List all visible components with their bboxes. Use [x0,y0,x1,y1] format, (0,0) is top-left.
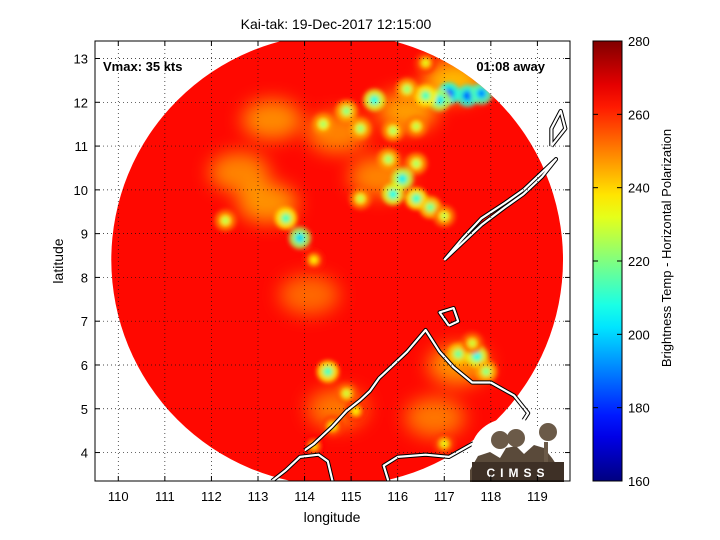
y-tick-label: 9 [81,227,88,242]
y-axis-label: latitude [50,238,66,283]
chart-title: Kai-tak: 19-Dec-2017 12:15:00 [241,16,432,32]
vmax-label: Vmax: 35 kts [103,59,183,74]
y-tick-label: 13 [74,52,88,67]
colorbar-tick-label: 260 [628,107,650,122]
cold-spot [478,90,485,97]
cloud-band [279,274,340,315]
cold-spot [296,235,303,242]
swath-layer [111,41,563,481]
cold-spot [422,59,429,66]
x-tick-label: 110 [108,489,129,504]
cold-spot [436,97,443,104]
y-tick-label: 12 [74,95,88,110]
cold-spot [343,108,350,115]
cold-spot [413,160,420,167]
coastline [271,453,334,481]
y-tick-label: 10 [74,183,88,198]
plot-frame [94,40,571,482]
grid-lines [95,41,570,481]
colorbar-tick-label: 220 [628,254,650,269]
cold-spot [413,195,420,202]
cold-spot [371,97,378,104]
x-tick-label: 112 [201,489,222,504]
cold-spot [483,368,490,375]
y-axis-ticks: 4 5 6 7 8 9 10 11 12 13 [74,52,570,461]
cold-spot [385,156,392,163]
x-tick-label: 116 [387,489,408,504]
cloud-band [209,152,270,193]
y-tick-label: 8 [81,270,88,285]
cold-spot [404,86,411,93]
cold-spot [222,217,229,224]
cimss-logo: CIMSS [470,418,564,486]
x-tick-label: 118 [480,489,501,504]
coastline [550,109,567,147]
colorbar-tick-label: 280 [628,34,650,49]
colorbar-tick-label: 200 [628,327,650,342]
cold-spot [352,407,359,414]
cold-spot [320,121,327,128]
cold-spot [413,123,420,130]
cold-spot [343,390,350,397]
cold-spot [464,92,471,99]
cold-spot [399,175,406,182]
cold-spot [455,351,462,358]
colorbar-tick-label: 180 [628,401,650,416]
x-axis-ticks: 110 111 112 113 114 115 116 117 118 119 [108,41,548,504]
y-tick-label: 7 [81,314,88,329]
cold-spot-layer [214,51,498,473]
y-tick-label: 11 [75,139,89,154]
cloud-band [241,99,302,140]
cold-spot [390,127,397,134]
cold-spot [357,125,364,132]
colorbar-ticks: 160 180 200 220 240 260 280 [593,34,650,489]
cold-spot [427,204,434,211]
x-axis-label: longitude [304,509,361,525]
cold-spot [441,213,448,220]
cold-spot [324,368,331,375]
cimss-logo-text: CIMSS [486,466,549,480]
cold-spot [422,92,429,99]
cold-spot [469,340,476,347]
colorbar-tick-label: 240 [628,181,650,196]
coastline [438,307,460,327]
coastline-layer [270,108,568,481]
x-tick-label: 115 [341,489,362,504]
y-tick-label: 4 [81,446,88,461]
y-tick-label: 5 [81,402,88,417]
x-tick-label: 119 [527,489,548,504]
coastline [303,328,530,481]
cold-spot [441,440,448,447]
cold-spot [310,256,317,263]
cloud-band [404,397,465,438]
time-away-label: 01:08 away [476,59,545,74]
x-tick-label: 111 [155,489,175,504]
y-tick-label: 6 [81,358,88,373]
cold-spot [473,353,480,360]
cold-spot [357,195,364,202]
cold-spot [282,215,289,222]
coastline [443,158,558,261]
cold-spot [390,191,397,198]
colorbar-tick-label: 160 [628,474,650,489]
x-tick-label: 114 [294,489,315,504]
x-tick-label: 113 [248,489,269,504]
x-tick-label: 117 [434,489,455,504]
colorbar-label: Brightness Temp - Horizontal Polarizatio… [659,129,674,367]
